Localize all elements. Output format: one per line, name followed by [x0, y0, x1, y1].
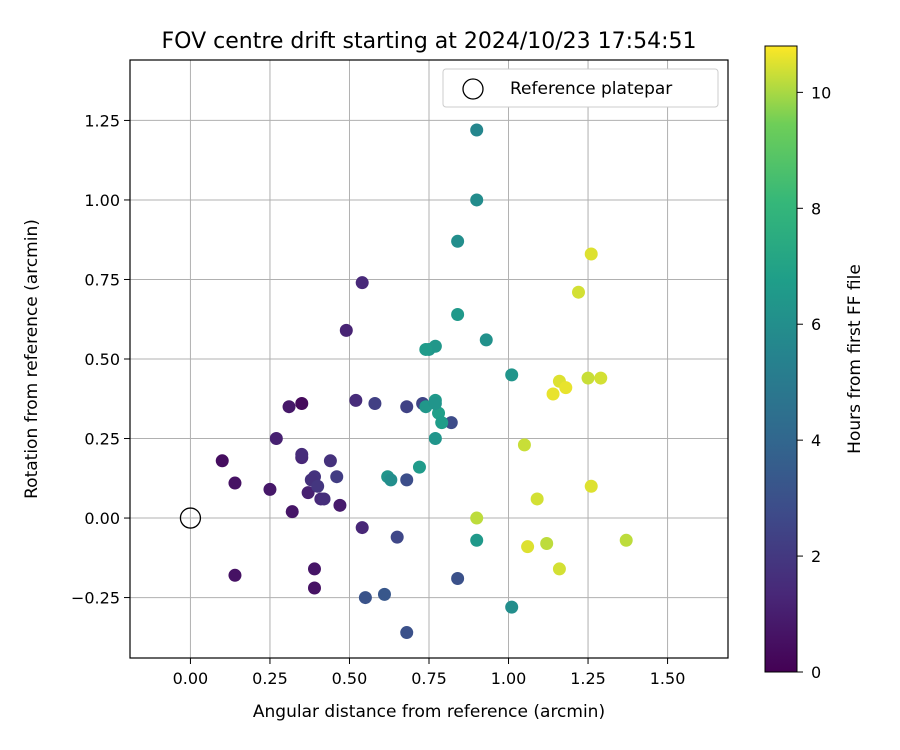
scatter-point — [355, 521, 369, 535]
scatter-point — [619, 533, 633, 547]
scatter-point — [330, 470, 344, 484]
x-tick-label: 1.25 — [570, 669, 606, 688]
scatter-point — [451, 234, 465, 248]
y-tick-label: 1.00 — [84, 191, 120, 210]
colorbar-tick-label: 10 — [811, 83, 831, 102]
scatter-point — [581, 371, 595, 385]
scatter-point — [470, 193, 484, 207]
scatter-point — [530, 492, 544, 506]
x-tick-label: 0.50 — [332, 669, 368, 688]
scatter-point — [349, 393, 363, 407]
legend-box — [442, 68, 719, 108]
y-tick-label: 0.25 — [84, 430, 120, 449]
scatter-point — [521, 540, 535, 554]
legend-label: Reference platepar — [510, 79, 672, 99]
data-points — [215, 123, 633, 640]
x-tick-label: 0.25 — [252, 669, 288, 688]
y-tick-label: 0.75 — [84, 270, 120, 289]
scatter-point — [540, 536, 554, 550]
colorbar-tick-label: 0 — [811, 663, 821, 682]
scatter-point — [400, 400, 414, 414]
y-tick-label: 0.50 — [84, 350, 120, 369]
scatter-point — [584, 247, 598, 261]
legend: Reference platepar — [442, 68, 719, 108]
scatter-point — [263, 482, 277, 496]
colorbar-tick-label: 6 — [811, 315, 821, 334]
scatter-point — [377, 587, 391, 601]
colorbar-tick-label: 8 — [811, 199, 821, 218]
x-tick-label: 0.75 — [411, 669, 447, 688]
scatter-point — [594, 371, 608, 385]
x-tick-label: 0.00 — [173, 669, 209, 688]
scatter-point — [552, 562, 566, 576]
scatter-point — [479, 333, 493, 347]
scatter-point — [295, 397, 309, 411]
y-tick-label: 1.25 — [84, 111, 120, 130]
scatter-point — [470, 123, 484, 137]
scatter-point — [412, 460, 426, 474]
x-axis-label: Angular distance from reference (arcmin) — [253, 702, 605, 722]
scatter-point — [311, 479, 325, 493]
scatter-point — [285, 505, 299, 519]
colorbar-label: Hours from first FF file — [845, 264, 865, 454]
colorbar-gradient — [764, 45, 798, 673]
scatter-point — [333, 498, 347, 512]
scatter-point — [301, 486, 315, 500]
scatter-point — [546, 387, 560, 401]
y-tick-label: 0.00 — [84, 509, 120, 528]
scatter-point — [368, 397, 382, 411]
scatter-point — [572, 285, 585, 299]
scatter-point — [384, 473, 398, 487]
scatter-point — [323, 454, 337, 468]
x-ticks: 0.00 0.25 0.50 0.75 1.00 1.25 1.50 — [173, 658, 686, 688]
colorbar-ticks: 0 2 4 6 8 10 — [797, 83, 831, 682]
scatter-point — [559, 381, 573, 395]
scatter-point — [505, 600, 519, 614]
colorbar-tick-label: 4 — [811, 431, 821, 450]
y-ticks: −0.25 0.00 0.25 0.50 0.75 1.00 1.25 — [71, 111, 130, 608]
scatter-point — [390, 530, 404, 544]
scatter-point — [505, 368, 519, 382]
scatter-point — [428, 397, 442, 411]
x-tick-label: 1.50 — [650, 669, 686, 688]
colorbar-tick-label: 2 — [811, 547, 821, 566]
scatter-point — [307, 562, 321, 576]
scatter-point — [470, 511, 484, 525]
reference-layer — [179, 507, 202, 529]
scatter-point — [517, 438, 531, 452]
legend-marker-open-circle-icon — [462, 78, 484, 100]
y-tick-label: −0.25 — [71, 589, 120, 608]
scatter-point — [269, 432, 283, 446]
scatter-point — [215, 454, 229, 468]
scatter-point — [355, 276, 369, 290]
scatter-point — [358, 591, 372, 605]
scatter-point — [339, 323, 353, 337]
scatter-point — [228, 568, 242, 582]
scatter-point — [428, 432, 442, 446]
scatter-point — [400, 626, 414, 640]
scatter-point — [470, 533, 484, 547]
reference-platepar-marker — [179, 507, 202, 529]
scatter-point — [400, 473, 414, 487]
scatter-point — [419, 342, 433, 356]
scatter-point — [451, 571, 465, 585]
colorbar: 0 2 4 6 8 10 Hours from first FF file — [764, 45, 865, 682]
scatter-point — [584, 479, 598, 493]
scatter-point — [444, 416, 458, 430]
scatter-point — [228, 476, 242, 490]
grid — [130, 60, 728, 658]
scatter-point — [307, 581, 321, 595]
y-axis-label: Rotation from reference (arcmin) — [22, 219, 42, 499]
scatter-point — [451, 307, 465, 321]
chart-title: FOV centre drift starting at 2024/10/23 … — [162, 29, 697, 54]
scatter-point — [317, 492, 331, 506]
x-tick-label: 1.00 — [491, 669, 527, 688]
scatter-point — [295, 447, 309, 461]
scatter-point — [282, 400, 296, 414]
scatter-point — [435, 416, 449, 430]
